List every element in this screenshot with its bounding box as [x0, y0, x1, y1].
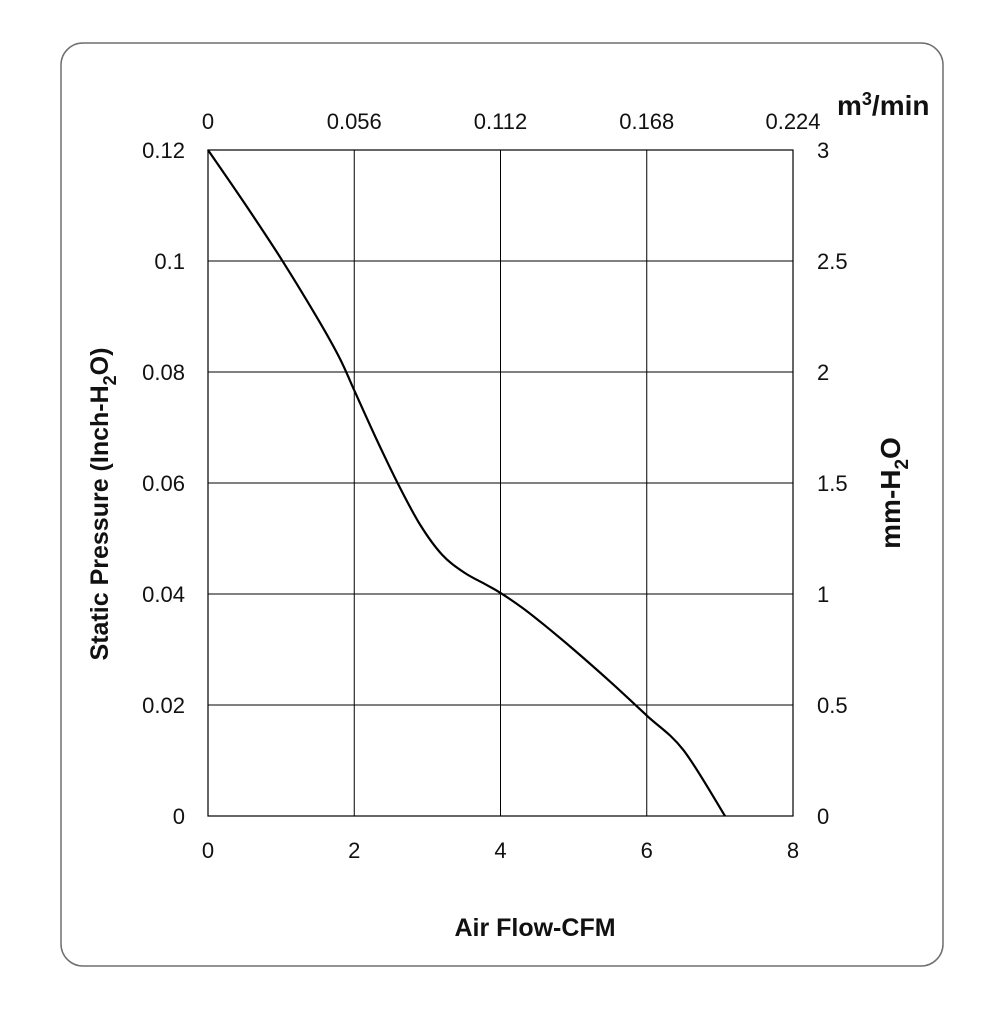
y2-tick-label-4: 2: [817, 360, 829, 385]
y-tick-label-2: 0.04: [142, 582, 185, 607]
x-tick-label-0: 0: [202, 838, 214, 863]
y2-tick-label-0: 0: [817, 804, 829, 829]
y-tick-label-3: 0.06: [142, 471, 185, 496]
x-tick-labels: 0 2 4 6 8: [202, 838, 799, 863]
x-tick-label-1: 2: [348, 838, 360, 863]
x2-tick-label-0: 0: [202, 109, 214, 134]
x-tick-label-2: 4: [494, 838, 506, 863]
y2-tick-label-2: 1: [817, 582, 829, 607]
y-tick-label-1: 0.02: [142, 693, 185, 718]
x2-tick-label-3: 0.168: [619, 109, 674, 134]
y2-tick-label-3: 1.5: [817, 471, 848, 496]
y-tick-labels: 0 0.02 0.04 0.06 0.08 0.1 0.12: [142, 138, 185, 829]
series-line: [207, 149, 726, 817]
y-tick-label-0: 0: [173, 804, 185, 829]
y-tick-label-4: 0.08: [142, 360, 185, 385]
x2-axis-title: m3/min: [837, 89, 929, 121]
y2-tick-labels: 0 0.5 1 1.5 2 2.5 3: [817, 138, 848, 829]
chart-frame: [60, 42, 944, 967]
plot-area: [207, 149, 794, 817]
y2-tick-label-6: 3: [817, 138, 829, 163]
x2-tick-labels: 0 0.056 0.112 0.168 0.224: [202, 109, 821, 134]
y-tick-label-5: 0.1: [154, 249, 185, 274]
x-tick-label-4: 8: [787, 838, 799, 863]
y-tick-label-6: 0.12: [142, 138, 185, 163]
y2-tick-label-5: 2.5: [817, 249, 848, 274]
x-tick-label-3: 6: [641, 838, 653, 863]
x2-tick-label-4: 0.224: [765, 109, 820, 134]
y-axis-title: Static Pressure (Inch-H2O): [86, 348, 120, 661]
x2-tick-label-2: 0.112: [474, 109, 527, 134]
x-axis-title: Air Flow-CFM: [454, 914, 615, 942]
y2-axis-title: mm-H2O: [875, 437, 913, 549]
y2-tick-label-1: 0.5: [817, 693, 848, 718]
x2-tick-label-1: 0.056: [327, 109, 382, 134]
